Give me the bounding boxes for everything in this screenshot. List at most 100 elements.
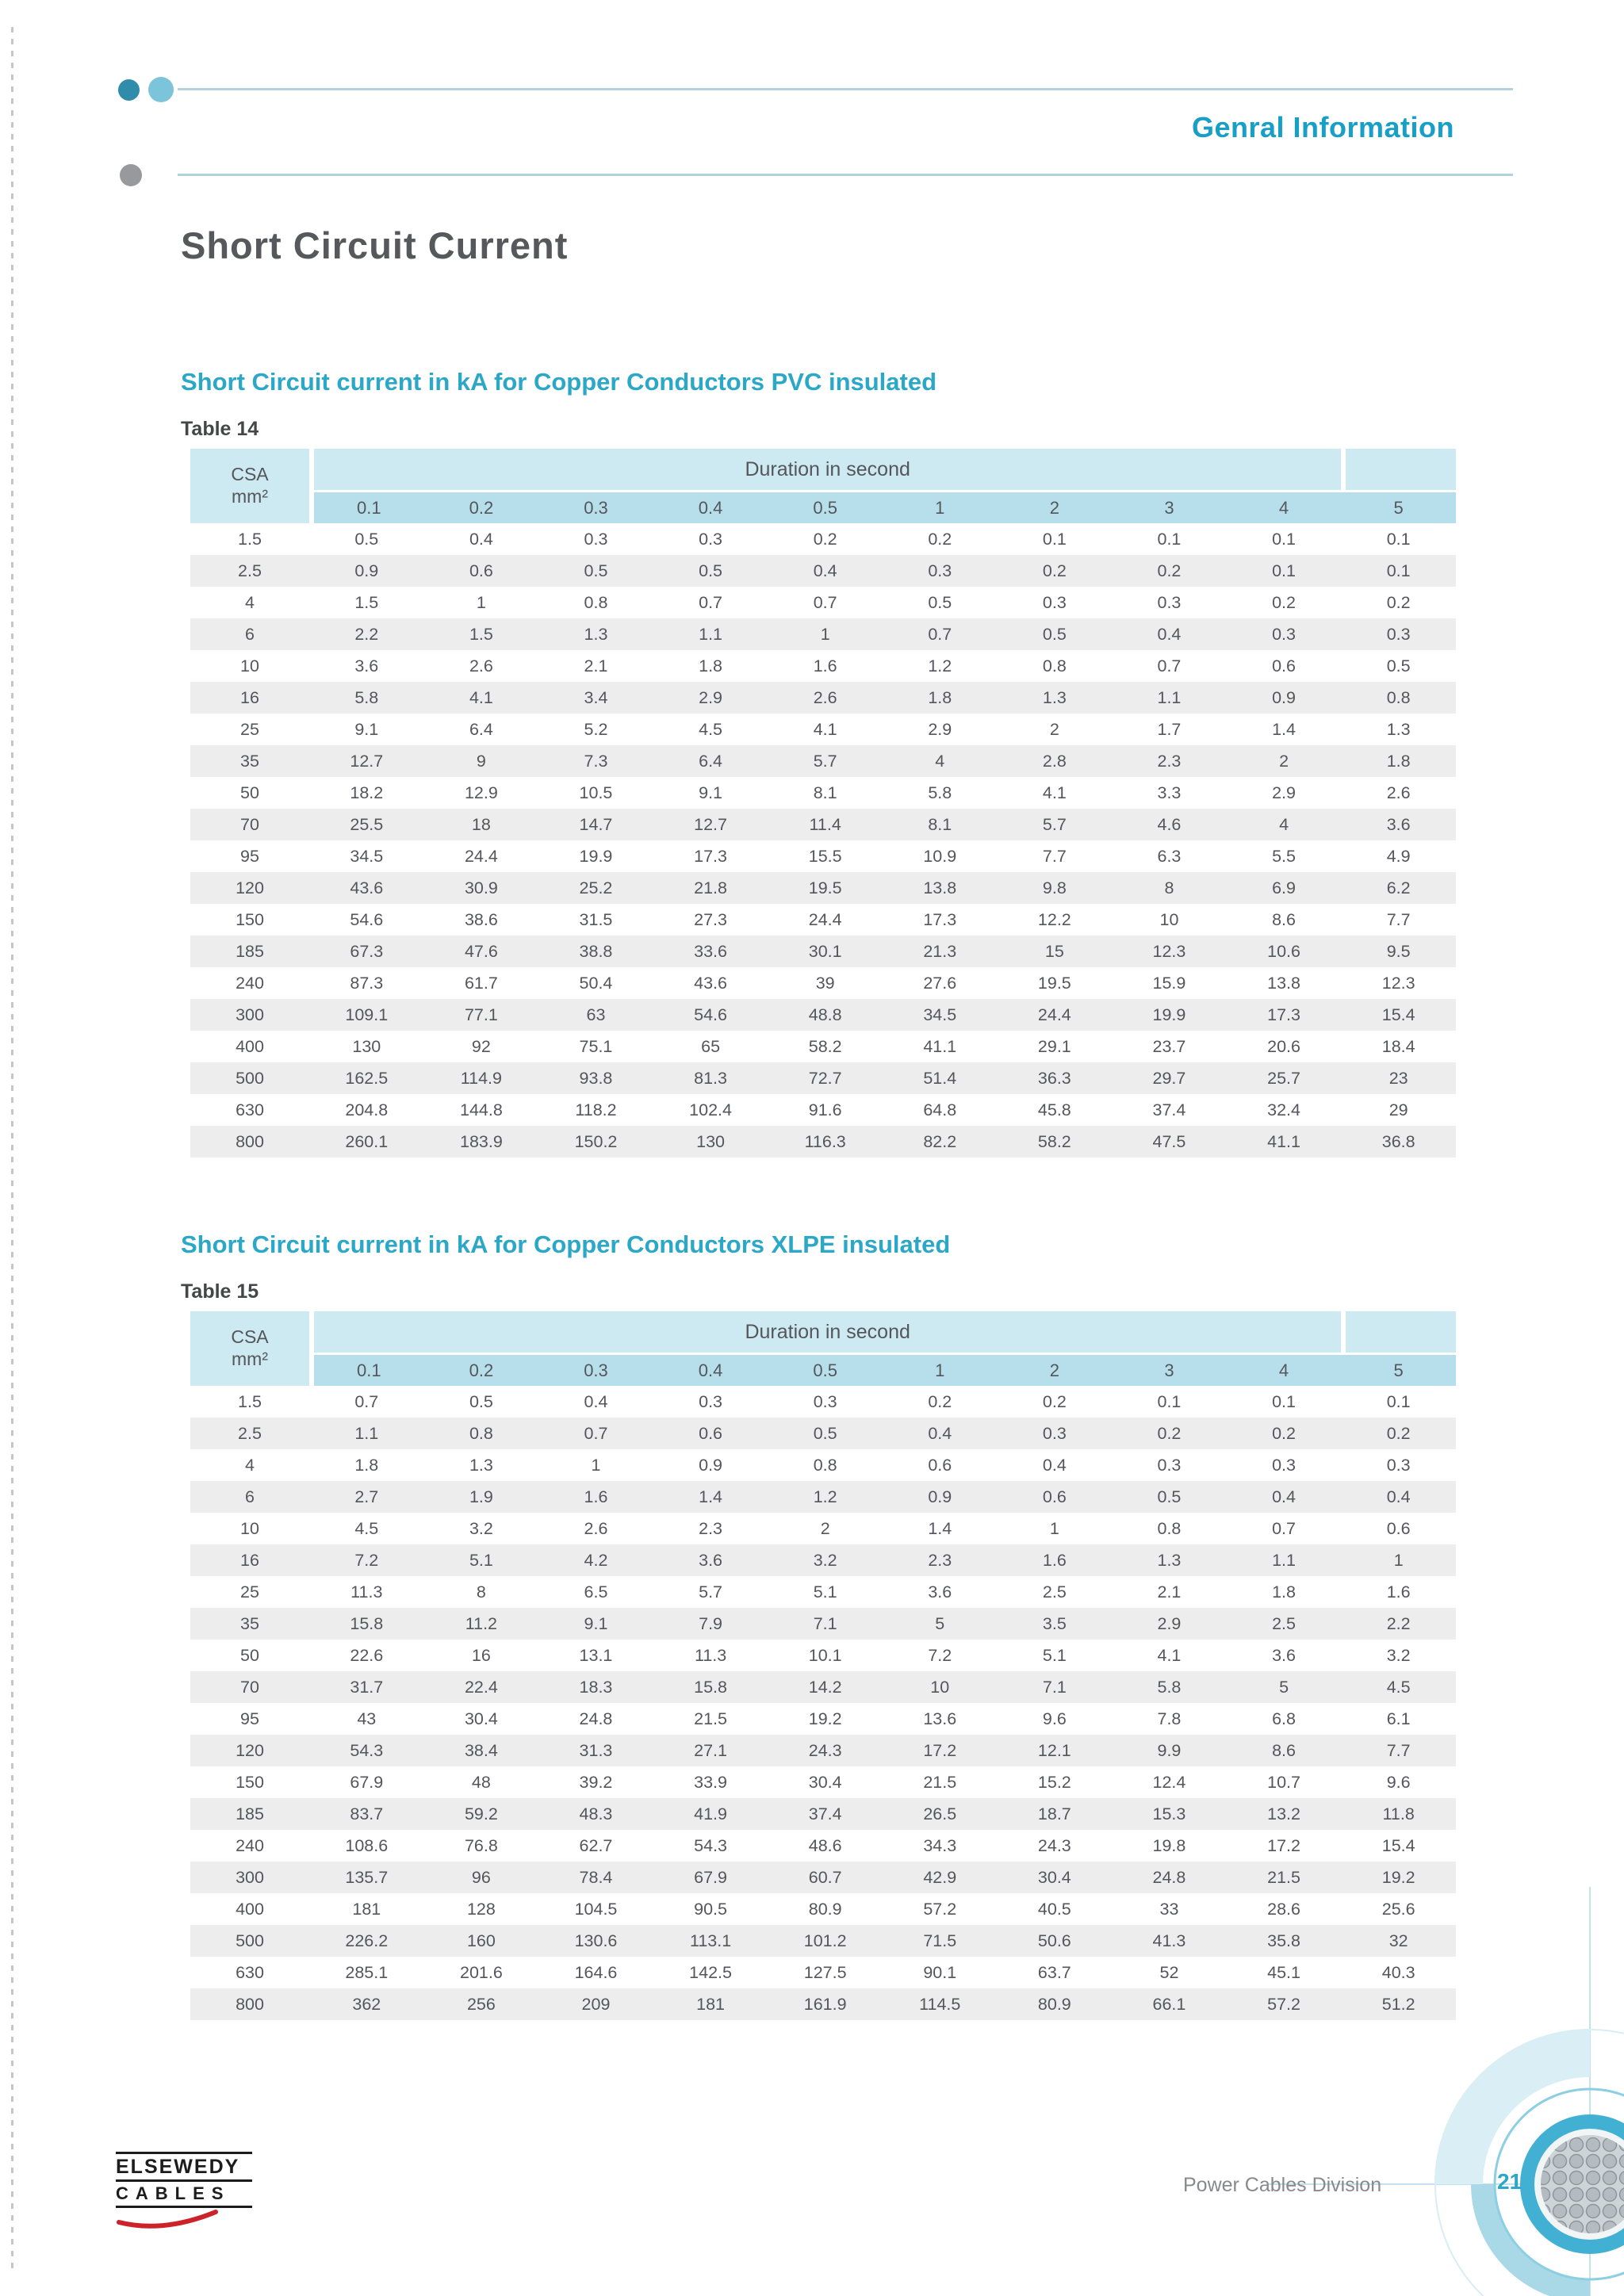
value-cell: 0.1 xyxy=(1386,529,1411,549)
page-number: 21 xyxy=(1497,2169,1522,2194)
table-row: 70 31.7 22.4 18.3 15.8 14.2 10 7.1 5.8 5 4.5 xyxy=(190,1671,1456,1703)
value-cell: 160 xyxy=(423,1925,539,1957)
value-cell: 0.1 xyxy=(1272,1391,1296,1411)
value-cell: 59.2 xyxy=(423,1798,539,1830)
value-cell: 1.5 xyxy=(354,592,379,612)
table-band-row: CSA mm² Duration in second xyxy=(190,1311,1456,1386)
value-cell: 42.9 xyxy=(882,1862,998,1893)
value-cell: 10.1 xyxy=(808,1645,842,1665)
table-row: 16 5.8 4.1 3.4 2.9 2.6 1.8 1.3 1.1 0.9 0.8 xyxy=(190,682,1456,714)
value-cell: 7.7 xyxy=(1386,909,1411,929)
value-cell: 5.2 xyxy=(584,719,608,739)
value-cell: 0.3 xyxy=(1272,1455,1296,1475)
value-cell: 0.6 xyxy=(423,555,539,587)
value-cell: 32 xyxy=(1341,1925,1456,1957)
value-cell: 1.8 xyxy=(1341,745,1456,777)
value-cell: 5.5 xyxy=(1272,846,1296,866)
csa-cell: 70 xyxy=(190,1671,309,1703)
duration-column-header: 4 xyxy=(1226,490,1342,523)
value-cell: 0.3 xyxy=(882,555,998,587)
value-cell: 33 xyxy=(1159,1899,1179,1919)
value-cell: 2.2 xyxy=(1341,1608,1456,1640)
value-cell: 39.2 xyxy=(579,1772,613,1792)
value-cell: 0.4 xyxy=(469,529,493,549)
value-cell: 19.2 xyxy=(808,1709,842,1728)
value-cell: 1.7 xyxy=(1157,719,1182,739)
csa-cell: 630 xyxy=(236,1962,264,1982)
table-row: 1.5 0.5 0.4 0.3 0.3 0.2 0.2 0.1 0.1 0.1 0.1 xyxy=(190,523,1456,555)
value-cell: 24.8 xyxy=(1112,1862,1227,1893)
value-cell: 2.3 xyxy=(882,1544,998,1576)
value-cell: 1.8 xyxy=(699,656,723,675)
value-cell: 45.1 xyxy=(1267,1962,1300,1982)
value-cell: 19.9 xyxy=(1112,999,1227,1031)
value-cell: 0.6 xyxy=(653,1418,768,1449)
csa-cell: 10 xyxy=(240,656,259,675)
value-cell: 12.2 xyxy=(1037,909,1071,929)
value-cell: 76.8 xyxy=(464,1835,498,1855)
value-cell: 0.5 xyxy=(768,1418,883,1449)
value-cell: 78.4 xyxy=(538,1862,653,1893)
value-cell: 48.8 xyxy=(768,999,883,1031)
value-cell: 183.9 xyxy=(423,1126,539,1158)
value-cell: 31.5 xyxy=(579,909,613,929)
value-cell: 9.6 xyxy=(1386,1772,1411,1792)
value-cell: 14.7 xyxy=(538,809,653,840)
duration-column-header: 0.2 xyxy=(423,1353,539,1386)
duration-column-header: 2 xyxy=(997,490,1113,523)
value-cell: 118.2 xyxy=(575,1100,617,1119)
section-heading-xlpe: Short Circuit current in kA for Copper C… xyxy=(181,1230,951,1258)
duration-column-header: 0.5 xyxy=(768,1353,883,1386)
value-cell: 50.6 xyxy=(997,1925,1113,1957)
value-cell: 181 xyxy=(352,1899,381,1919)
value-cell: 43.6 xyxy=(694,973,727,993)
value-cell: 34.5 xyxy=(882,999,998,1031)
value-cell: 15.4 xyxy=(1341,999,1456,1031)
csa-cell: 35 xyxy=(190,1608,309,1640)
value-cell: 0.9 xyxy=(1226,682,1342,714)
value-cell: 12.1 xyxy=(997,1735,1113,1766)
value-cell: 19.2 xyxy=(1341,1862,1456,1893)
value-cell: 96 xyxy=(423,1862,539,1893)
value-cell: 0.4 xyxy=(1341,1481,1456,1513)
value-cell: 30.4 xyxy=(997,1862,1113,1893)
value-cell: 6.4 xyxy=(653,745,768,777)
value-cell: 1.3 xyxy=(1386,719,1411,739)
value-cell: 92 xyxy=(471,1036,491,1056)
table-band-row: CSA mm² Duration in second xyxy=(190,449,1456,523)
csa-cell: 300 xyxy=(190,1862,309,1893)
value-cell: 0.2 xyxy=(1112,555,1227,587)
value-cell: 3.6 xyxy=(1272,1645,1296,1665)
footer-division-text: Power Cables Division xyxy=(1183,2174,1382,2196)
value-cell: 0.3 xyxy=(813,1391,837,1411)
table-row: 400 130 92 75.1 65 58.2 41.1 29.1 23.7 20.6 18.4 xyxy=(190,1031,1456,1062)
csa-cell: 400 xyxy=(236,1899,264,1919)
value-cell: 15.5 xyxy=(808,846,842,866)
value-cell: 24.3 xyxy=(1037,1835,1071,1855)
duration-column-header: 0.1 xyxy=(309,1353,424,1386)
duration-column-header: 0.5 xyxy=(768,490,883,523)
value-cell: 1.3 xyxy=(997,682,1113,714)
value-cell: 52 xyxy=(1159,1962,1179,1982)
value-cell: 0.8 xyxy=(813,1455,837,1475)
table-row: 6 2.7 1.9 1.6 1.4 1.2 0.9 0.6 0.5 0.4 0.4 xyxy=(190,1481,1456,1513)
value-cell: 0.9 xyxy=(309,555,424,587)
value-cell: 7.3 xyxy=(538,745,653,777)
value-cell: 0.3 xyxy=(1042,592,1067,612)
value-cell: 38.8 xyxy=(538,936,653,967)
value-cell: 1.9 xyxy=(423,1481,539,1513)
value-cell: 1.6 xyxy=(813,656,837,675)
value-cell: 0.4 xyxy=(584,1391,608,1411)
value-cell: 57.2 xyxy=(1226,1988,1342,2020)
value-cell: 3.5 xyxy=(997,1608,1113,1640)
value-cell: 25.5 xyxy=(309,809,424,840)
value-cell: 47.5 xyxy=(1112,1126,1227,1158)
table14-wrapper: CSA mm² Duration in second 0.1 0.2 0.3 0.4 0… xyxy=(190,449,1456,1158)
value-cell: 204.8 xyxy=(345,1100,389,1119)
value-cell: 43 xyxy=(357,1709,377,1728)
section-heading-pvc: Short Circuit current in kA for Copper C… xyxy=(181,368,937,396)
value-cell: 0.3 xyxy=(997,1418,1113,1449)
value-cell: 2.5 xyxy=(1042,1582,1067,1601)
value-cell: 1.6 xyxy=(538,1481,653,1513)
value-cell: 34.3 xyxy=(923,1835,957,1855)
